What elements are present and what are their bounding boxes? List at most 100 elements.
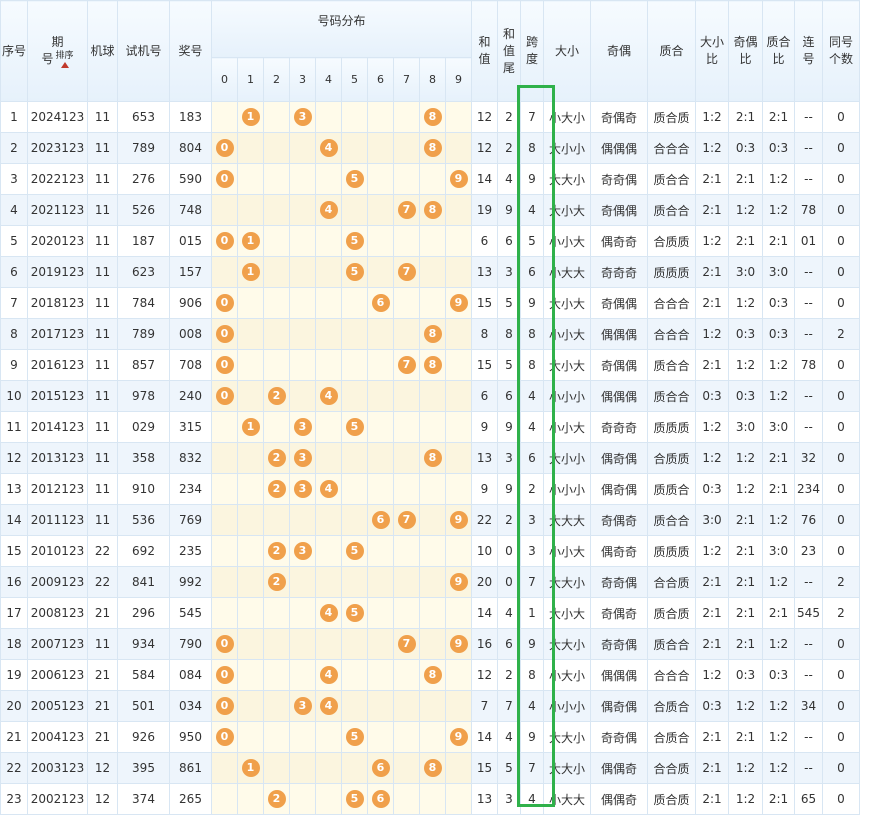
cell-parity: 偶偶偶 xyxy=(590,132,648,164)
cell-prize: 950 xyxy=(169,721,212,753)
cell-digit-2 xyxy=(263,628,290,660)
table-row: 21 2004123 21 926 950 0 5 9 14 4 9 大大小 奇奇偶 合质合 2:1 2:1 1… xyxy=(0,721,860,753)
cell-sum: 13 xyxy=(471,256,498,288)
cell-trial: 841 xyxy=(117,566,170,598)
cell-span: 7 xyxy=(520,566,544,598)
cell-digit-9 xyxy=(445,442,472,474)
cell-size: 小小小 xyxy=(543,473,591,505)
sort-button[interactable]: 排序 xyxy=(56,51,74,68)
header-period[interactable]: 期 号排序 xyxy=(27,0,88,102)
cell-seq: 12 xyxy=(0,442,28,474)
cell-parity-ratio: 1:2 xyxy=(728,194,763,226)
cell-digit-4: 4 xyxy=(315,194,342,226)
cell-sum: 13 xyxy=(471,442,498,474)
cell-digit-4: 4 xyxy=(315,380,342,412)
cell-sum: 7 xyxy=(471,690,498,722)
cell-sum-tail: 5 xyxy=(497,349,521,381)
cell-digit-6 xyxy=(367,566,394,598)
cell-consecutive: -- xyxy=(794,721,823,753)
cell-prize: 084 xyxy=(169,659,212,691)
cell-sum-tail: 3 xyxy=(497,783,521,815)
cell-trial: 395 xyxy=(117,752,170,784)
cell-digit-5: 5 xyxy=(341,783,368,815)
number-ball: 5 xyxy=(345,728,364,746)
number-ball: 7 xyxy=(397,356,416,374)
cell-trial: 526 xyxy=(117,194,170,226)
cell-digit-2 xyxy=(263,349,290,381)
cell-parity: 奇偶奇 xyxy=(590,504,648,536)
cell-size-ratio: 2:1 xyxy=(695,256,729,288)
cell-digit-7 xyxy=(393,566,420,598)
cell-prime: 质合合 xyxy=(647,628,696,660)
cell-size-ratio: 1:2 xyxy=(695,411,729,443)
cell-consecutive: -- xyxy=(794,628,823,660)
number-ball: 3 xyxy=(293,449,312,467)
cell-digit-9 xyxy=(445,318,472,350)
number-ball: 8 xyxy=(423,325,442,343)
cell-digit-7 xyxy=(393,380,420,412)
cell-size-ratio: 2:1 xyxy=(695,349,729,381)
cell-same-count: 0 xyxy=(822,783,860,815)
cell-same-count: 0 xyxy=(822,473,860,505)
cell-digit-8 xyxy=(419,504,446,536)
cell-digit-3 xyxy=(289,659,316,691)
number-ball: 9 xyxy=(449,511,468,529)
cell-digit-9 xyxy=(445,535,472,567)
cell-digit-9: 9 xyxy=(445,628,472,660)
cell-span: 9 xyxy=(520,287,544,319)
cell-digit-2 xyxy=(263,752,290,784)
cell-digit-9 xyxy=(445,256,472,288)
number-ball: 3 xyxy=(293,542,312,560)
header-digit-9: 9 xyxy=(445,57,472,102)
cell-digit-5: 5 xyxy=(341,721,368,753)
number-ball: 9 xyxy=(449,294,468,312)
cell-digit-4 xyxy=(315,349,342,381)
cell-prize: 790 xyxy=(169,628,212,660)
cell-seq: 10 xyxy=(0,380,28,412)
cell-digit-3 xyxy=(289,318,316,350)
cell-digit-9 xyxy=(445,597,472,629)
cell-digit-6 xyxy=(367,721,394,753)
sort-label: 排序 xyxy=(55,51,74,61)
cell-same-count: 0 xyxy=(822,194,860,226)
cell-same-count: 0 xyxy=(822,411,860,443)
cell-size-ratio: 2:1 xyxy=(695,628,729,660)
cell-period: 2022123 xyxy=(27,163,88,195)
header-size-ratio: 大小 比 xyxy=(695,0,729,102)
number-ball: 8 xyxy=(423,759,442,777)
cell-digit-5 xyxy=(341,752,368,784)
cell-span: 9 xyxy=(520,628,544,660)
cell-parity: 奇奇偶 xyxy=(590,566,648,598)
cell-digit-6 xyxy=(367,628,394,660)
cell-same-count: 0 xyxy=(822,752,860,784)
header-digit-5: 5 xyxy=(341,57,368,102)
cell-digit-0: 0 xyxy=(211,659,238,691)
number-ball: 5 xyxy=(345,263,364,281)
cell-digit-0 xyxy=(211,442,238,474)
cell-digit-3 xyxy=(289,783,316,815)
cell-digit-4 xyxy=(315,628,342,660)
cell-parity-ratio: 2:1 xyxy=(728,597,763,629)
cell-digit-2 xyxy=(263,504,290,536)
cell-sum: 22 xyxy=(471,504,498,536)
cell-digit-1 xyxy=(237,783,264,815)
cell-prime-ratio: 3:0 xyxy=(762,535,795,567)
cell-digit-0 xyxy=(211,504,238,536)
cell-prime: 合质质 xyxy=(647,225,696,257)
cell-digit-3 xyxy=(289,287,316,319)
number-ball: 5 xyxy=(345,542,364,560)
cell-prime-ratio: 1:2 xyxy=(762,504,795,536)
cell-digit-4 xyxy=(315,256,342,288)
number-ball: 7 xyxy=(397,201,416,219)
cell-seq: 7 xyxy=(0,287,28,319)
table-row: 23 2002123 12 374 265 2 5 6 13 3 4 小大大 偶偶奇 质合质 2:1 1:2 2… xyxy=(0,783,860,815)
cell-digit-5: 5 xyxy=(341,597,368,629)
cell-digit-5 xyxy=(341,287,368,319)
cell-prime: 合合质 xyxy=(647,752,696,784)
cell-digit-8 xyxy=(419,473,446,505)
cell-sum: 10 xyxy=(471,535,498,567)
table-row: 5 2020123 11 187 015 0 1 5 6 6 5 小小大 偶奇奇 合质质 1:2 2:1 2:1… xyxy=(0,225,860,257)
cell-parity: 偶奇偶 xyxy=(590,690,648,722)
cell-digit-2 xyxy=(263,256,290,288)
cell-prime: 质合合 xyxy=(647,163,696,195)
